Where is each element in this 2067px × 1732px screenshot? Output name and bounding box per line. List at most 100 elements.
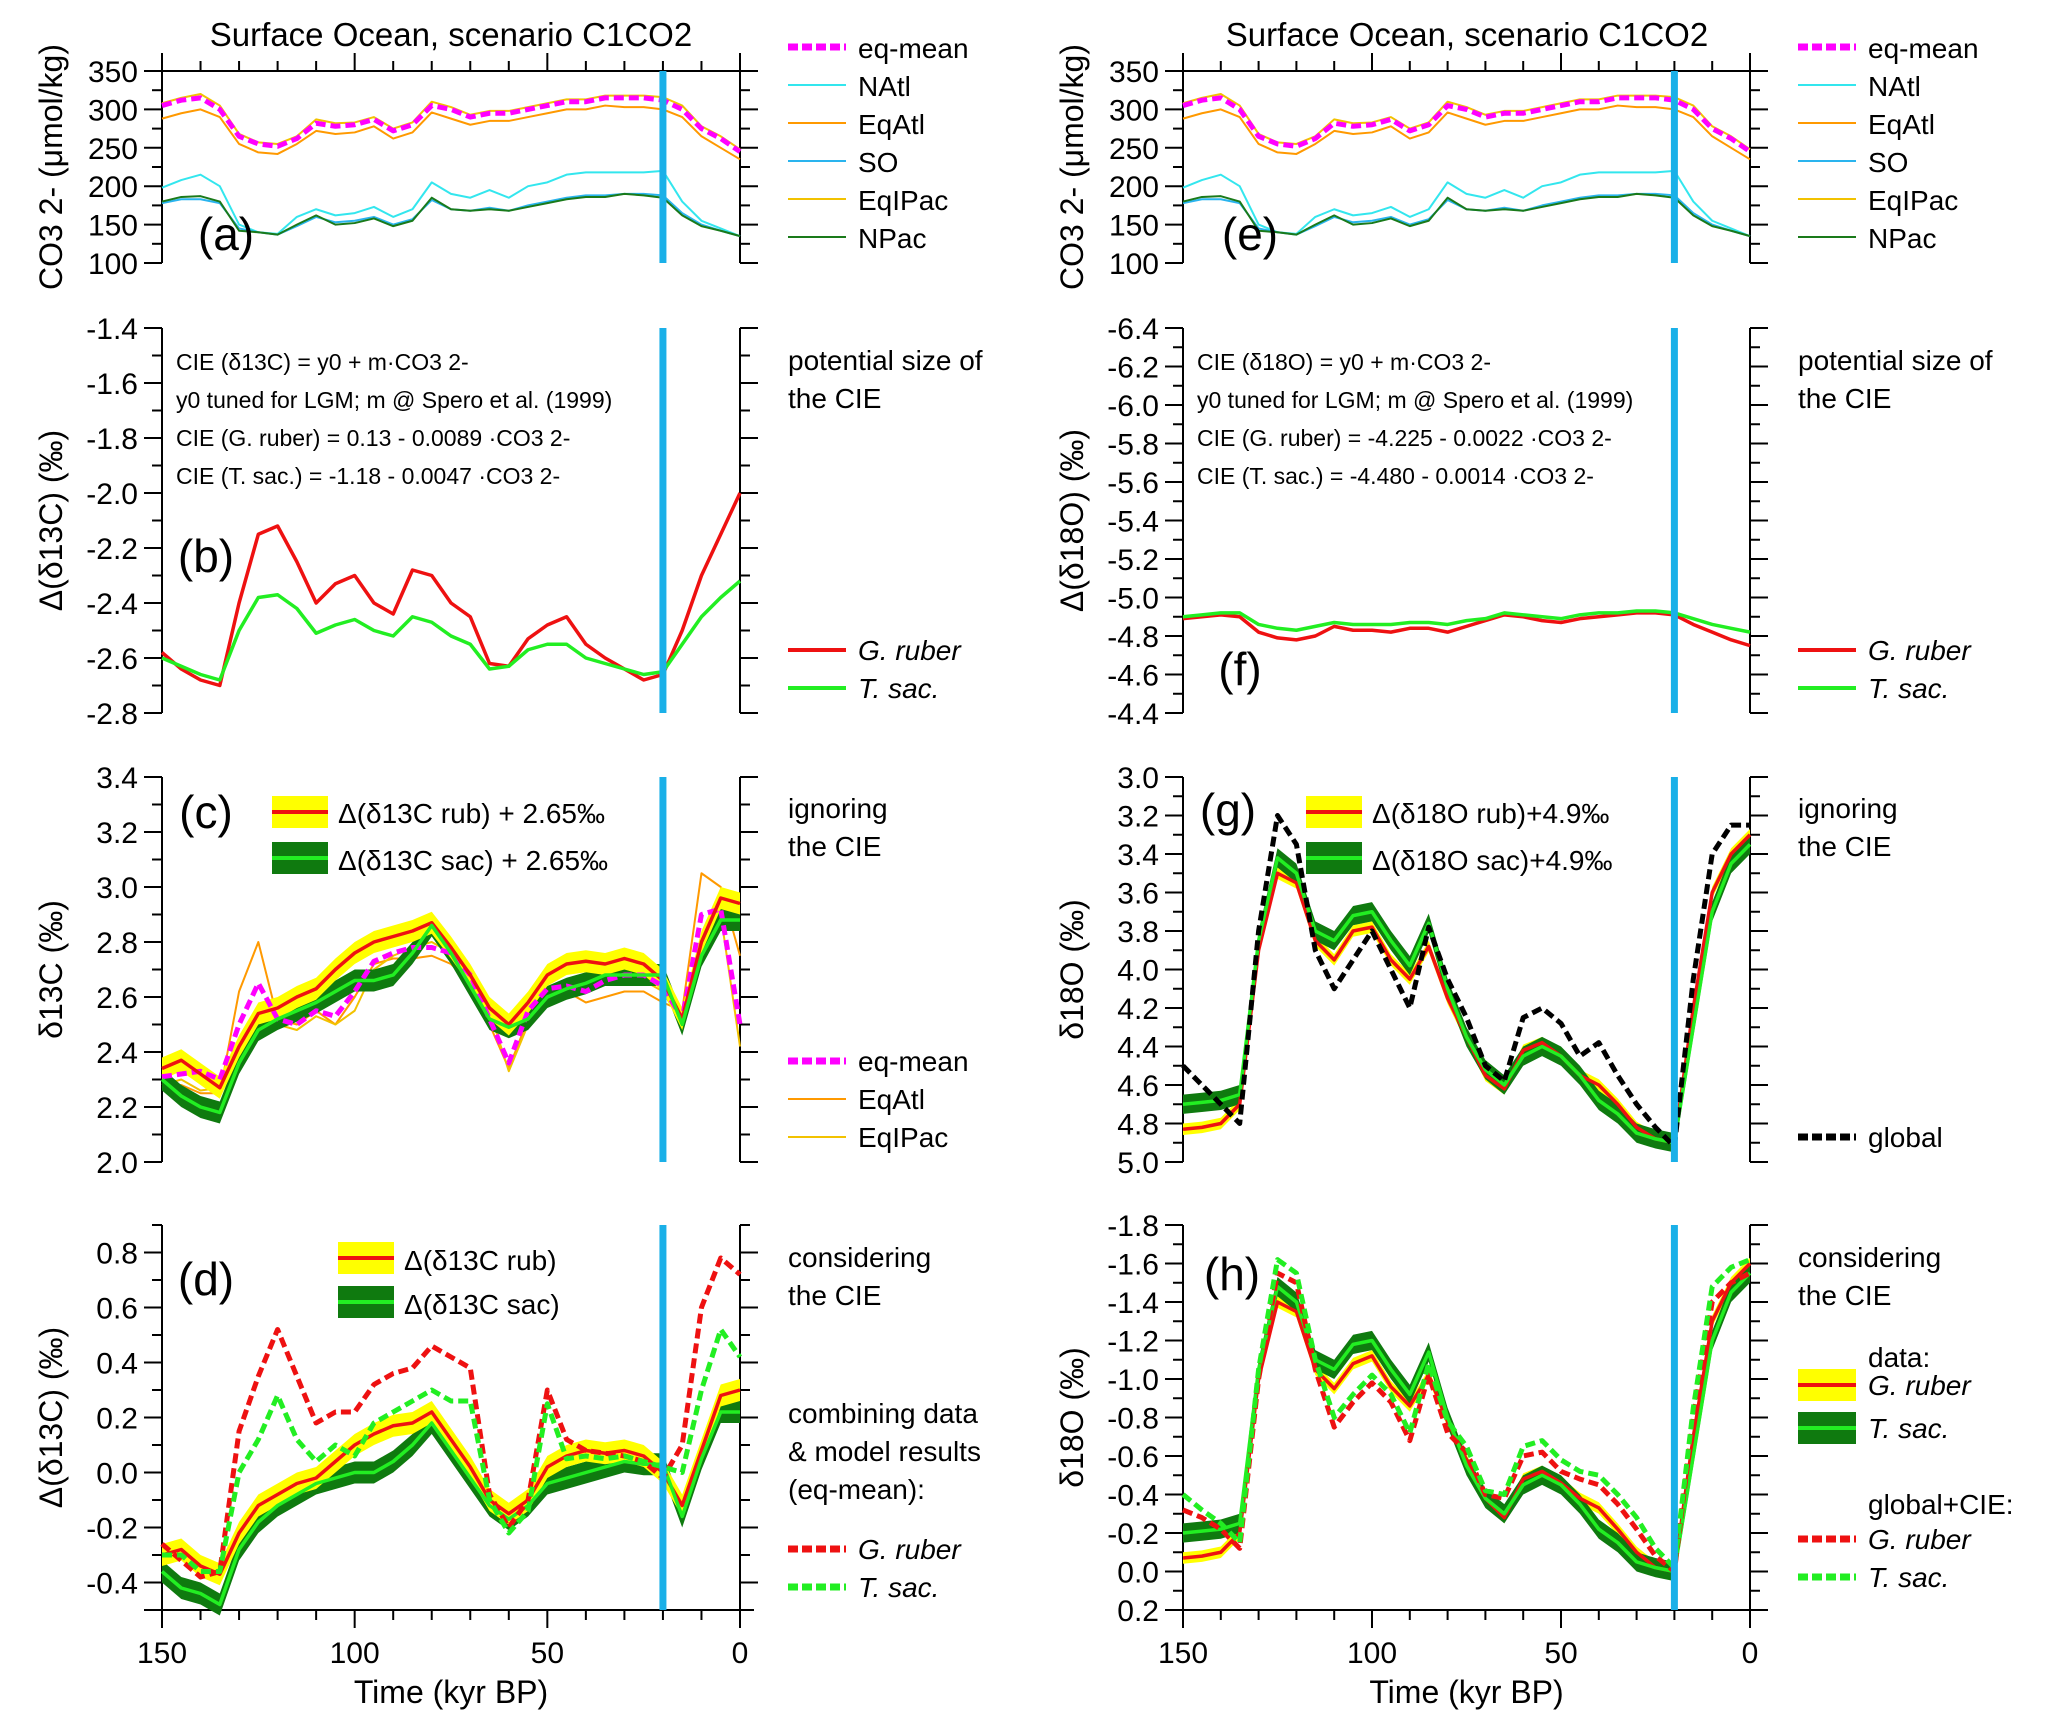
y-tick-label: -6.0: [1107, 390, 1159, 423]
legend-label: T. sac.: [1868, 673, 1949, 704]
y-tick-label: 2.8: [96, 927, 138, 960]
side-note: considering: [788, 1242, 931, 1273]
y-tick-label: 5.0: [1117, 1147, 1159, 1180]
annotation-text: CIE (δ18O) = y0 + m·CO3 2-: [1197, 349, 1491, 375]
y-tick-label: -2.8: [86, 698, 138, 731]
legend-label: eq-mean: [858, 1046, 969, 1077]
series-line: [162, 1327, 743, 1574]
legend-label: eq-mean: [858, 33, 969, 64]
y-axis-label-text: CO3 2- (μmol/kg): [1054, 44, 1090, 290]
y-tick-label: -4.8: [1107, 621, 1159, 654]
y-tick-label: -5.8: [1107, 429, 1159, 462]
y-tick-label: 3.6: [1117, 878, 1159, 911]
y-tick-label: 4.0: [1117, 955, 1159, 988]
x-tick-label: 50: [1544, 1637, 1577, 1670]
legend-label: eq-mean: [1868, 33, 1979, 64]
side-note: the CIE: [788, 831, 881, 862]
y-axis-label-text: δ13C (‰): [33, 900, 69, 1039]
side-note: ignoring: [788, 793, 888, 824]
y-axis-label: δ18O (‰): [1054, 899, 1090, 1040]
series-line: [1181, 1257, 1751, 1571]
panel-f: -4.4 -4.6 -4.8 -5.0 -5.2 -5.4 -5.6 -5.8 -6.0 -6.2…: [1054, 313, 1993, 731]
annotation-text: CIE (δ13C) = y0 + m·CO3 2-: [176, 349, 469, 375]
annotation-text: CIE (G. ruber) = 0.13 - 0.0089 ·CO3 2-: [176, 425, 570, 451]
panel-a: 100 150 200 250 300 350 CO3 2- (μmol/kg) (a) eq-…: [33, 33, 969, 290]
y-axis-label-text: CO3 2- (μmol/kg): [33, 44, 69, 290]
y-tick-label: 250: [1109, 133, 1159, 166]
legend-group-title: global+CIE:: [1868, 1489, 2014, 1520]
legend-label: G. ruber: [1868, 1524, 1972, 1555]
panel-label: (a): [198, 208, 254, 260]
annotation-text: CIE (T. sac.) = -4.480 - 0.0014 ·CO3 2-: [1197, 463, 1594, 489]
series-line: [1182, 104, 1751, 161]
y-axis-label: CO3 2- (μmol/kg): [33, 44, 69, 290]
x-axis-label: Time (kyr BP): [354, 1674, 548, 1710]
side-note: the CIE: [1798, 831, 1891, 862]
legend-label: T. sac.: [858, 673, 939, 704]
y-tick-label: 200: [1109, 171, 1159, 204]
column-title: Surface Ocean, scenario C1CO2: [210, 16, 692, 53]
series-line: [1182, 95, 1752, 154]
series-band: [1183, 1257, 1750, 1578]
panel-e: 100 150 200 250 300 350 CO3 2- (μmol/kg) (e) eq-…: [1054, 33, 1979, 290]
side-note: potential size of: [788, 345, 983, 376]
y-tick-label: -1.4: [1107, 1287, 1159, 1320]
series-line: [160, 1410, 740, 1607]
series-line: [161, 192, 741, 238]
y-tick-label: 350: [88, 56, 138, 89]
series-line: [161, 104, 741, 161]
y-tick-label: 3.4: [1117, 839, 1159, 872]
x-axis-label: Time (kyr BP): [1369, 1674, 1563, 1710]
y-tick-label: 3.0: [1117, 762, 1159, 795]
y-tick-label: 0.4: [96, 1348, 138, 1381]
legend-label: T. sac.: [1868, 1562, 1949, 1593]
panel-h: 150 100 50 0 Time (kyr BP) 0.2 0.0 -0.2 -0.4 -0.6…: [1054, 1210, 2014, 1710]
series-band: [1183, 828, 1750, 1149]
legend-group-title: data:: [1868, 1342, 1930, 1373]
panel-c: 2.0 2.2 2.4 2.6 2.8 3.0 3.2 3.4 δ13C (‰) (c) Δ(δ13…: [33, 762, 969, 1180]
y-tick-label: 3.4: [96, 762, 138, 795]
y-tick-label: 100: [88, 248, 138, 281]
legend-label: global: [1868, 1122, 1943, 1153]
y-tick-label: 3.0: [96, 872, 138, 905]
legend-label: NAtl: [1868, 71, 1921, 102]
x-tick-label: 0: [1742, 1637, 1759, 1670]
legend-label: G. ruber: [858, 1534, 962, 1565]
legend-label: SO: [858, 147, 898, 178]
x-tick-label: 150: [137, 1637, 187, 1670]
series-line: [1182, 843, 1752, 1145]
y-tick-label: 150: [1109, 210, 1159, 243]
legend-label: T. sac.: [1868, 1413, 1949, 1444]
panel-g: 5.0 4.8 4.6 4.4 4.2 4.0 3.8 3.6 3.4 3.2 3.0 δ18O (‰…: [1054, 762, 1943, 1180]
y-tick-label: 0.2: [96, 1403, 138, 1436]
y-axis-label-text: Δ(δ13C) (‰): [33, 430, 69, 611]
y-tick-label: -0.2: [86, 1513, 138, 1546]
y-tick-label: -0.6: [1107, 1441, 1159, 1474]
y-axis-label: Δ(δ13C) (‰): [33, 430, 69, 611]
legend-label: G. ruber: [1868, 635, 1972, 666]
y-axis-label-text: Δ(δ13C) (‰): [33, 1327, 69, 1508]
x-tick-label: 50: [531, 1637, 564, 1670]
annotation-text: CIE (G. ruber) = -4.225 - 0.0022 ·CO3 2-: [1197, 425, 1612, 451]
y-tick-label: -6.4: [1107, 313, 1159, 346]
series-line: [160, 918, 740, 1115]
panel-b: -2.8 -2.6 -2.4 -2.2 -2.0 -1.8 -1.6 -1.4 Δ(δ13C) …: [33, 313, 983, 731]
panel-label: (g): [1200, 784, 1256, 836]
annotation-text: CIE (T. sac.) = -1.18 - 0.0047 ·CO3 2-: [176, 463, 560, 489]
series-line: [161, 93, 741, 151]
y-tick-label: -1.8: [1107, 1210, 1159, 1243]
y-axis-label: δ13C (‰): [33, 900, 69, 1039]
legend-label: EqAtl: [858, 1084, 925, 1115]
y-tick-label: 2.2: [96, 1092, 138, 1125]
y-tick-label: 4.4: [1117, 1032, 1159, 1065]
y-tick-label: 3.8: [1117, 916, 1159, 949]
panel-label: (c): [179, 786, 233, 838]
band-legend-label: Δ(δ18O sac)+4.9‰: [1372, 845, 1613, 876]
band-legend-label: Δ(δ13C sac) + 2.65‰: [338, 845, 608, 876]
side-note: combining data: [788, 1398, 978, 1429]
legend-label: G. ruber: [858, 635, 962, 666]
y-tick-label: -0.4: [1107, 1480, 1159, 1513]
x-tick-label: 100: [330, 1637, 380, 1670]
y-axis-label-text: δ18O (‰): [1054, 1347, 1090, 1488]
